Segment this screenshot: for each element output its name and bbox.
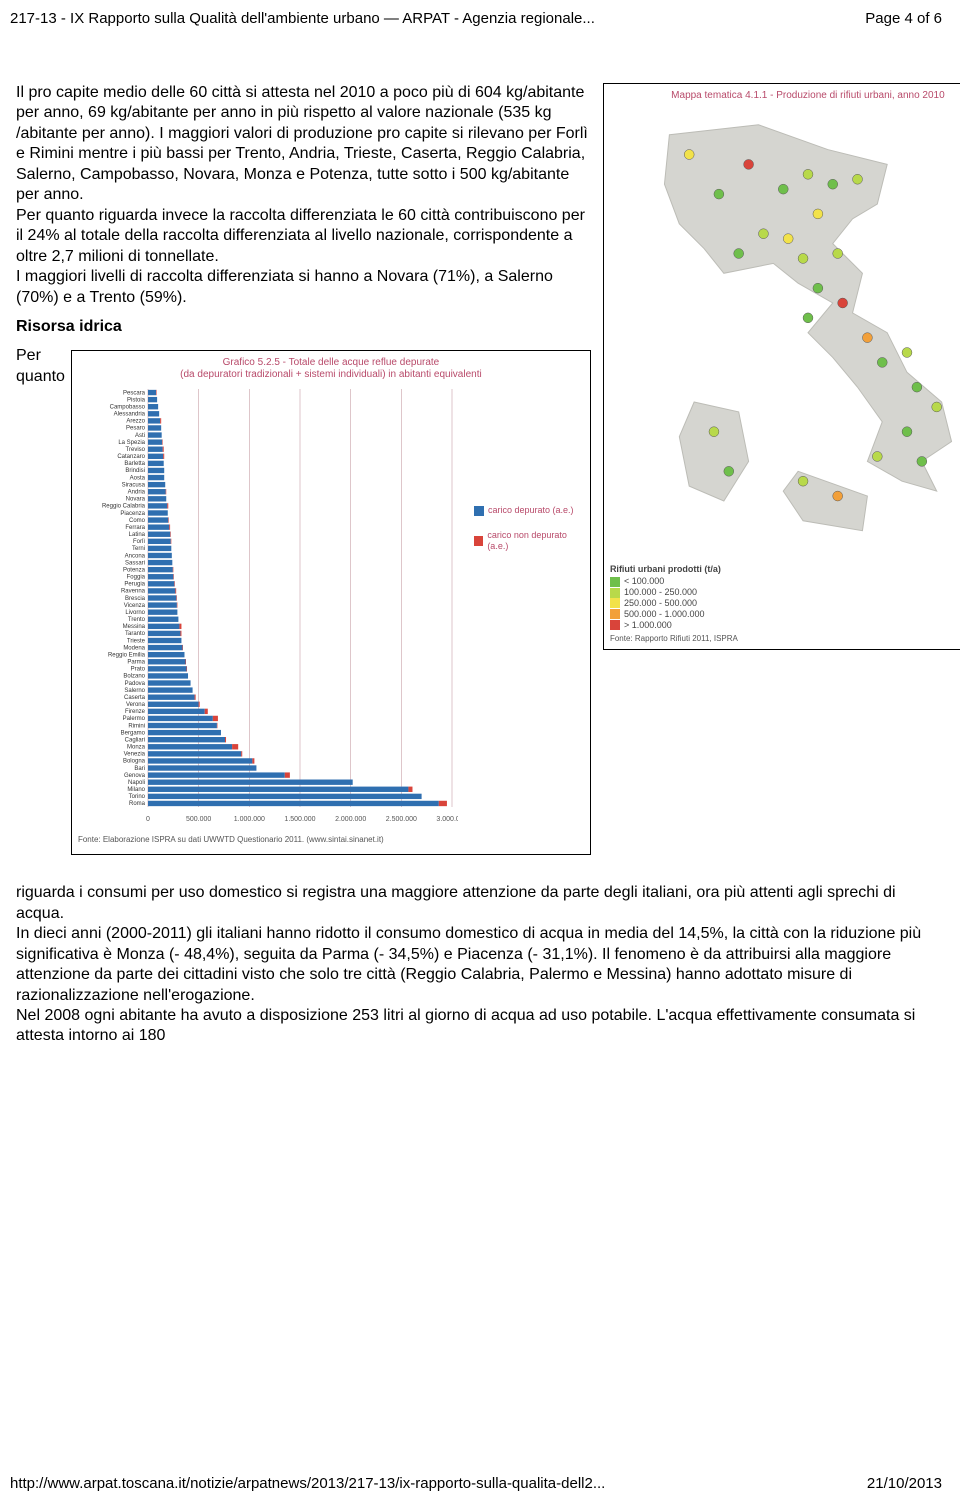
svg-text:Genova: Genova: [124, 773, 146, 779]
svg-text:Trieste: Trieste: [127, 638, 146, 644]
chart-subtitle: (da depuratori tradizionali + sistemi in…: [180, 369, 482, 380]
svg-text:Torino: Torino: [129, 794, 146, 800]
svg-text:Livorno: Livorno: [125, 610, 145, 616]
svg-text:Napoli: Napoli: [128, 780, 145, 786]
paragraph-1: Il pro capite medio delle 60 città si at…: [16, 83, 591, 206]
svg-text:Bergamo: Bergamo: [121, 731, 146, 737]
svg-text:Firenze: Firenze: [125, 709, 146, 715]
map-title: Mappa tematica 4.1.1 - Produzione di rif…: [610, 90, 960, 101]
svg-text:Rimini: Rimini: [128, 723, 145, 729]
svg-text:Arezzo: Arezzo: [126, 419, 145, 425]
svg-text:Bari: Bari: [134, 766, 145, 772]
svg-text:Potenza: Potenza: [123, 568, 146, 574]
svg-text:Taranto: Taranto: [125, 631, 146, 637]
svg-text:Brindisi: Brindisi: [125, 468, 145, 474]
svg-text:Milano: Milano: [127, 787, 145, 793]
svg-text:Messina: Messina: [123, 624, 146, 630]
svg-text:Asti: Asti: [135, 433, 145, 439]
svg-text:0: 0: [146, 816, 150, 823]
svg-text:Ferrara: Ferrara: [125, 525, 145, 531]
svg-text:Forlì: Forlì: [133, 539, 145, 545]
svg-text:Modena: Modena: [123, 646, 145, 652]
svg-text:Piacenza: Piacenza: [120, 511, 145, 517]
footer-date: 21/10/2013: [867, 1475, 942, 1492]
svg-text:Prato: Prato: [131, 667, 146, 673]
svg-text:Terni: Terni: [132, 546, 145, 552]
risorsa-per: Per: [16, 346, 65, 366]
svg-text:500.000: 500.000: [186, 816, 211, 823]
svg-text:Aosta: Aosta: [130, 475, 146, 481]
svg-text:Padova: Padova: [125, 681, 146, 687]
chart-title: Grafico 5.2.5 - Totale delle acque reflu…: [223, 357, 440, 368]
page-indicator: Page 4 of 6: [865, 10, 942, 27]
section-heading-risorsa: Risorsa idrica: [16, 318, 591, 336]
svg-text:Verona: Verona: [126, 702, 146, 708]
lower-paragraph: riguarda i consumi per uso domestico si …: [16, 883, 944, 1047]
svg-text:Pescara: Pescara: [123, 390, 146, 396]
svg-text:Parma: Parma: [127, 660, 145, 666]
svg-text:Treviso: Treviso: [125, 447, 145, 453]
svg-text:Latina: Latina: [129, 532, 146, 538]
footer-url: http://www.arpat.toscana.it/notizie/arpa…: [10, 1475, 605, 1492]
svg-text:Palermo: Palermo: [123, 716, 146, 722]
svg-text:Brescia: Brescia: [125, 596, 146, 602]
svg-text:Monza: Monza: [127, 745, 146, 751]
svg-text:Siracusa: Siracusa: [122, 483, 146, 489]
svg-text:1.500.000: 1.500.000: [284, 816, 315, 823]
svg-text:La Spezia: La Spezia: [118, 440, 145, 446]
svg-text:Perugia: Perugia: [124, 582, 145, 588]
svg-text:Alessandria: Alessandria: [114, 412, 146, 418]
svg-text:2.000.000: 2.000.000: [335, 816, 366, 823]
italy-map-svg: [610, 105, 960, 560]
bar-chart-figure: Grafico 5.2.5 - Totale delle acque reflu…: [71, 350, 591, 855]
svg-text:Pistoia: Pistoia: [127, 398, 146, 404]
svg-text:Roma: Roma: [129, 801, 146, 807]
svg-text:Bologna: Bologna: [123, 759, 146, 765]
map-source: Fonte: Rapporto Rifiuti 2011, ISPRA: [610, 634, 960, 643]
svg-text:Ancona: Ancona: [125, 553, 146, 559]
svg-text:Venezia: Venezia: [124, 752, 146, 758]
svg-text:Trento: Trento: [128, 617, 146, 623]
chart-source: Fonte: Elaborazione ISPRA su dati UWWTD …: [78, 835, 584, 844]
svg-text:Vicenza: Vicenza: [124, 603, 146, 609]
svg-text:Sassari: Sassari: [125, 561, 145, 567]
svg-text:Campobasso: Campobasso: [110, 405, 146, 411]
svg-text:Foggia: Foggia: [127, 575, 146, 581]
svg-text:3.000.000: 3.000.000: [436, 816, 458, 823]
bar-chart-svg: 0 500.000 1.000.000 1.500.000 2.000.000 2.500…: [78, 385, 458, 825]
map-figure: Mappa tematica 4.1.1 - Produzione di rif…: [603, 83, 960, 650]
paragraph-2: Per quanto riguarda invece la raccolta d…: [16, 206, 591, 267]
header-title: 217-13 - IX Rapporto sulla Qualità dell'…: [10, 10, 595, 27]
svg-text:Cagliari: Cagliari: [125, 738, 145, 744]
map-legend: Rifiuti urbani prodotti (t/a)< 100.00010…: [610, 564, 960, 630]
svg-text:Como: Como: [129, 518, 146, 524]
svg-text:Salerno: Salerno: [124, 688, 145, 694]
svg-text:Bolzano: Bolzano: [123, 674, 145, 680]
svg-text:Caserta: Caserta: [124, 695, 146, 701]
svg-text:Reggio Emilia: Reggio Emilia: [108, 653, 146, 659]
svg-text:Ravenna: Ravenna: [121, 589, 146, 595]
svg-text:Andria: Andria: [128, 490, 146, 496]
risorsa-quanto: quanto: [16, 367, 65, 387]
svg-text:Pesaro: Pesaro: [126, 426, 146, 432]
svg-text:Reggio Calabria: Reggio Calabria: [102, 504, 146, 510]
svg-text:Catanzaro: Catanzaro: [117, 454, 145, 460]
svg-text:1.000.000: 1.000.000: [234, 816, 265, 823]
svg-text:Novara: Novara: [126, 497, 146, 503]
paragraph-3: I maggiori livelli di raccolta differenz…: [16, 267, 591, 308]
svg-text:2.500.000: 2.500.000: [386, 816, 417, 823]
chart-legend: carico depurato (a.e.)carico non depurat…: [474, 385, 584, 829]
svg-text:Barletta: Barletta: [124, 461, 145, 467]
